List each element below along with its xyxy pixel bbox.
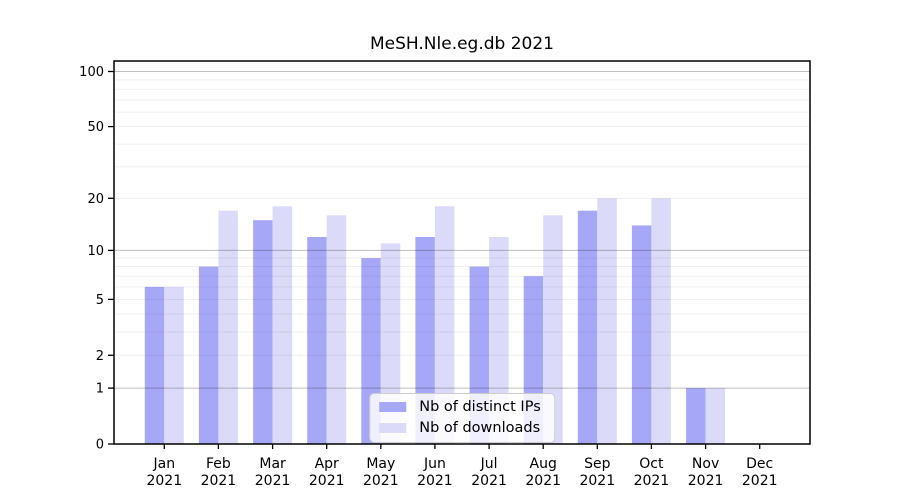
x-tick-label-year-jan: 2021	[146, 473, 182, 489]
y-tick-label-2: 2	[96, 349, 104, 364]
bar-distinct-ips-apr	[307, 237, 327, 444]
x-tick-label-year-may: 2021	[363, 473, 399, 489]
bar-downloads-nov	[705, 388, 726, 444]
bar-downloads-jun	[434, 206, 455, 444]
y-tick-label-50: 50	[87, 120, 104, 135]
x-tick-label-year-jun: 2021	[417, 473, 453, 489]
bar-downloads-feb	[218, 210, 238, 444]
bar-downloads-jan	[164, 286, 184, 444]
bar-downloads-sep	[597, 198, 617, 444]
plot-spines	[113, 60, 811, 445]
x-tick-label-month-oct: Oct	[639, 456, 664, 472]
x-tick-label-year-nov: 2021	[688, 473, 724, 489]
y-tick-label-20: 20	[87, 192, 104, 207]
chart-title: MeSH.Nle.eg.db 2021	[369, 34, 554, 54]
bar-distinct-ips-feb	[198, 266, 219, 444]
x-tick-label-month-sep: Sep	[584, 456, 611, 472]
x-tick-label-month-nov: Nov	[692, 456, 719, 472]
x-tick-label-year-sep: 2021	[579, 473, 615, 489]
legend-label-distinct-ips: Nb of distinct IPs	[419, 399, 541, 415]
bar-downloads-apr	[326, 215, 347, 444]
bar-distinct-ips-oct	[631, 225, 652, 444]
x-tick-label-month-aug: Aug	[530, 456, 557, 472]
x-tick-label-year-dec: 2021	[742, 473, 778, 489]
y-tick-label-10: 10	[87, 244, 104, 259]
legend-item-distinct-ips: Nb of distinct IPs	[379, 400, 541, 415]
bar-distinct-ips-jun	[415, 237, 435, 444]
x-tick-label-month-may: May	[366, 456, 395, 472]
x-tick-label-year-mar: 2021	[255, 473, 291, 489]
x-tick-label-year-apr: 2021	[309, 473, 345, 489]
bar-distinct-ips-nov	[686, 388, 706, 444]
legend: Nb of distinct IPs Nb of downloads	[369, 393, 555, 443]
x-tick-label-year-feb: 2021	[201, 473, 237, 489]
bar-distinct-ips-jan	[144, 286, 165, 444]
x-tick-label-year-jul: 2021	[471, 473, 507, 489]
x-tick-label-month-jun: Jun	[423, 456, 446, 472]
x-tick-label-month-jan: Jan	[153, 456, 176, 472]
x-tick-label-month-dec: Dec	[746, 456, 773, 472]
legend-swatch-downloads	[379, 422, 407, 433]
x-tick-label-year-oct: 2021	[634, 473, 670, 489]
bar-downloads-mar	[272, 206, 293, 444]
legend-item-downloads: Nb of downloads	[379, 419, 541, 436]
y-tick-label-100: 100	[79, 65, 104, 80]
bar-downloads-oct	[651, 198, 671, 444]
y-tick-label-0: 0	[96, 438, 104, 453]
x-tick-label-month-mar: Mar	[259, 456, 286, 472]
x-tick-label-month-apr: Apr	[315, 456, 339, 472]
bar-downloads-jul	[489, 237, 509, 444]
bar-distinct-ips-mar	[253, 220, 273, 444]
bar-distinct-ips-sep	[577, 210, 598, 444]
x-tick-label-month-jul: Jul	[480, 456, 498, 472]
legend-label-downloads: Nb of downloads	[419, 419, 541, 436]
bar-downloads-aug	[543, 215, 563, 444]
y-tick-label-5: 5	[96, 293, 104, 308]
x-tick-label-year-aug: 2021	[525, 473, 561, 489]
legend-swatch-distinct-ips	[379, 402, 407, 413]
y-tick-label-1: 1	[96, 382, 104, 397]
x-tick-label-month-feb: Feb	[206, 456, 231, 472]
